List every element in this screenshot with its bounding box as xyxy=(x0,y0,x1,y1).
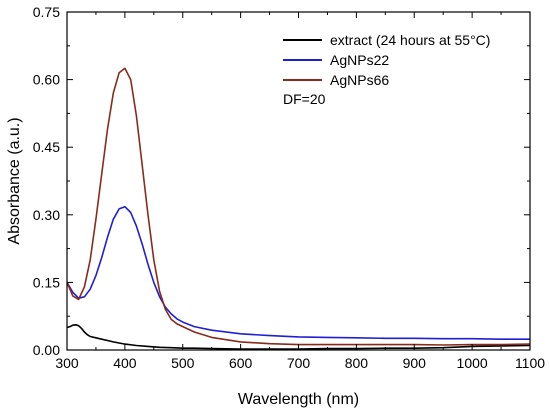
tick-labels-layer: 300 400 500 600 700 800 900 1000 1100 0.00 0.15 0.3… xyxy=(33,4,546,371)
x-tick-label: 800 xyxy=(345,355,369,371)
y-axis-title: Absorbance (a.u.) xyxy=(6,117,23,244)
ticks-layer xyxy=(66,11,531,351)
legend-label-agnps66: AgNPs66 xyxy=(330,72,389,88)
y-tick-label: 0.15 xyxy=(33,274,60,290)
series-layer xyxy=(67,67,530,350)
x-tick-label: 1000 xyxy=(457,355,488,371)
x-axis-title: Wavelength (nm) xyxy=(238,391,359,408)
x-tick-label: 600 xyxy=(229,355,253,371)
legend-label-agnps22: AgNPs22 xyxy=(330,52,389,68)
annotation-dilution-factor: DF=20 xyxy=(283,91,326,107)
plot-frame xyxy=(66,11,531,351)
x-tick-label: 700 xyxy=(287,355,311,371)
y-tick-label: 0.75 xyxy=(33,4,60,20)
x-tick-label: 300 xyxy=(55,355,79,371)
series-line-0 xyxy=(67,323,530,350)
y-tick-label: 0.60 xyxy=(33,72,60,88)
series-line-1 xyxy=(67,205,530,341)
x-tick-label: 900 xyxy=(403,355,427,371)
x-tick-label: 1100 xyxy=(515,355,545,371)
legend: extract (24 hours at 55°C) AgNPs22 AgNPs… xyxy=(283,32,490,107)
x-tick-label: 400 xyxy=(113,355,137,371)
legend-label-extract: extract (24 hours at 55°C) xyxy=(330,32,490,48)
y-tick-label: 0.30 xyxy=(33,207,60,223)
y-tick-label: 0.45 xyxy=(33,139,60,155)
y-tick-label: 0.00 xyxy=(33,342,60,358)
x-tick-label: 500 xyxy=(171,355,195,371)
series-line-2 xyxy=(67,67,530,346)
